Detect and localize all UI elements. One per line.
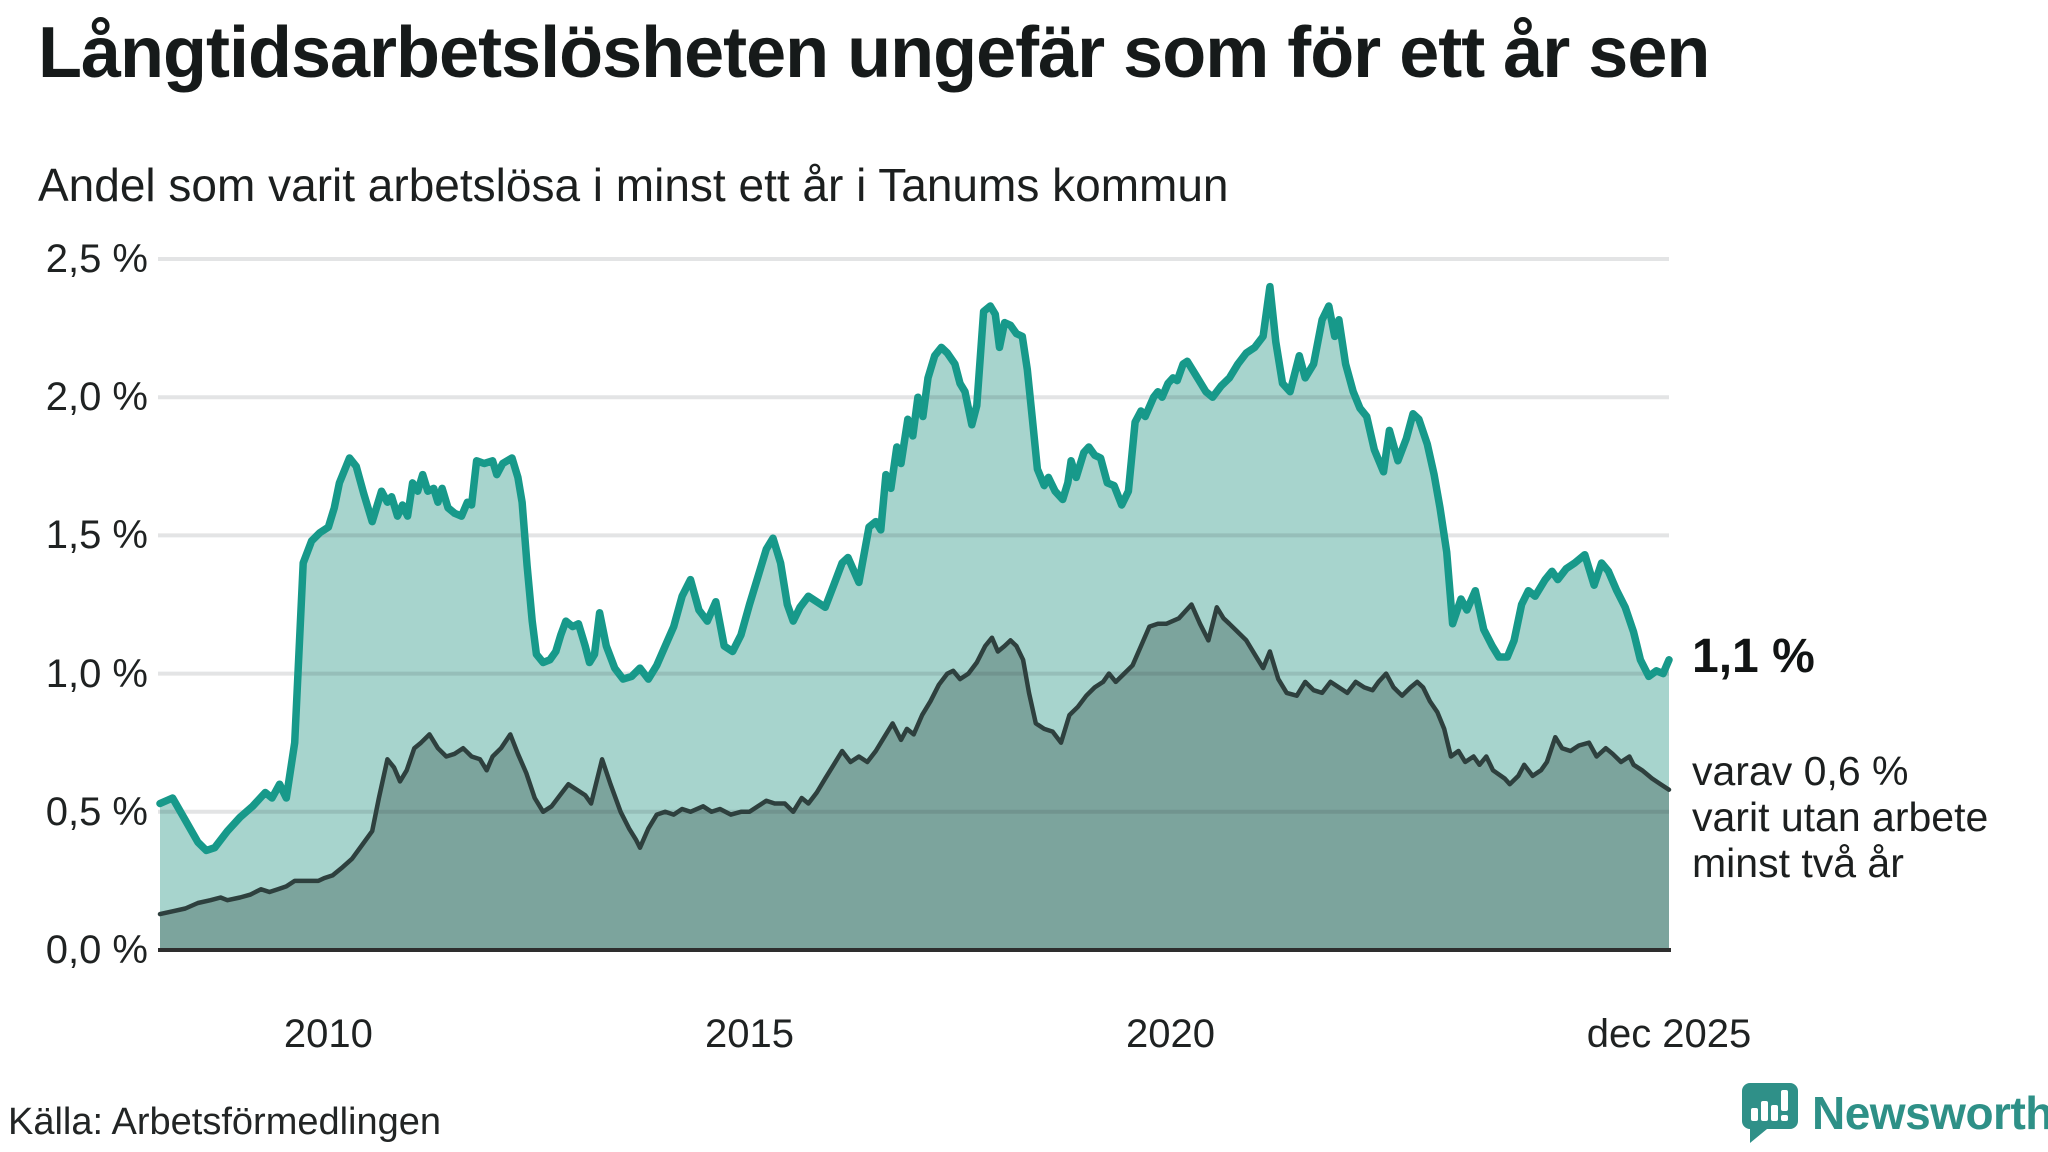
- y-axis-tick-label: 2,0 %: [45, 375, 148, 420]
- exclamation-bar: [1781, 1090, 1788, 1111]
- bar-chart-glyph: [1751, 1090, 1788, 1121]
- x-axis-tick-label: 2010: [283, 1012, 373, 1056]
- x-axis-tick-label: dec 2025: [1586, 1012, 1752, 1056]
- annotation-line: varit utan arbete: [1692, 794, 1989, 840]
- newsworthy-logo-text: Newsworthy: [1812, 1087, 2048, 1139]
- newsworthy-logo: Newsworthy: [1740, 1082, 2048, 1144]
- y-axis-tick-label: 1,5 %: [45, 513, 148, 558]
- y-axis-tick-label: 0,0 %: [45, 928, 148, 972]
- two-year-unemployment-line: [157, 602, 1672, 917]
- x-axis-tick-label: 2015: [704, 1012, 794, 1056]
- two-year-unemployment-area: [160, 604, 1669, 950]
- y-axis-tick-label: 1,0 %: [45, 651, 148, 696]
- y-axis-tick-label: 0,5 %: [45, 789, 148, 834]
- y-axis-tick-label: 2,5 %: [45, 237, 148, 281]
- page-title: Långtidsarbetslösheten ungefär som för e…: [38, 13, 1710, 93]
- source-caption: Källa: Arbetsförmedlingen: [8, 1101, 442, 1143]
- annotation-line: varav 0,6 %: [1692, 748, 1909, 794]
- exclamation-dot: [1781, 1115, 1788, 1121]
- newsworthy-logo-icon: [1742, 1083, 1798, 1143]
- x-axis-tick-label: 2020: [1125, 1012, 1215, 1056]
- two-year-share-annotation: varav 0,6 % varit utan arbete minst två …: [1692, 748, 1988, 886]
- page-subtitle: Andel som varit arbetslösa i minst ett å…: [38, 159, 1229, 211]
- end-value-annotation: 1,1 %: [1692, 630, 1815, 683]
- annotation-line: minst två år: [1692, 840, 1904, 886]
- total-unemployment-line: [156, 282, 1673, 855]
- speech-bubble-shape: [1742, 1083, 1798, 1143]
